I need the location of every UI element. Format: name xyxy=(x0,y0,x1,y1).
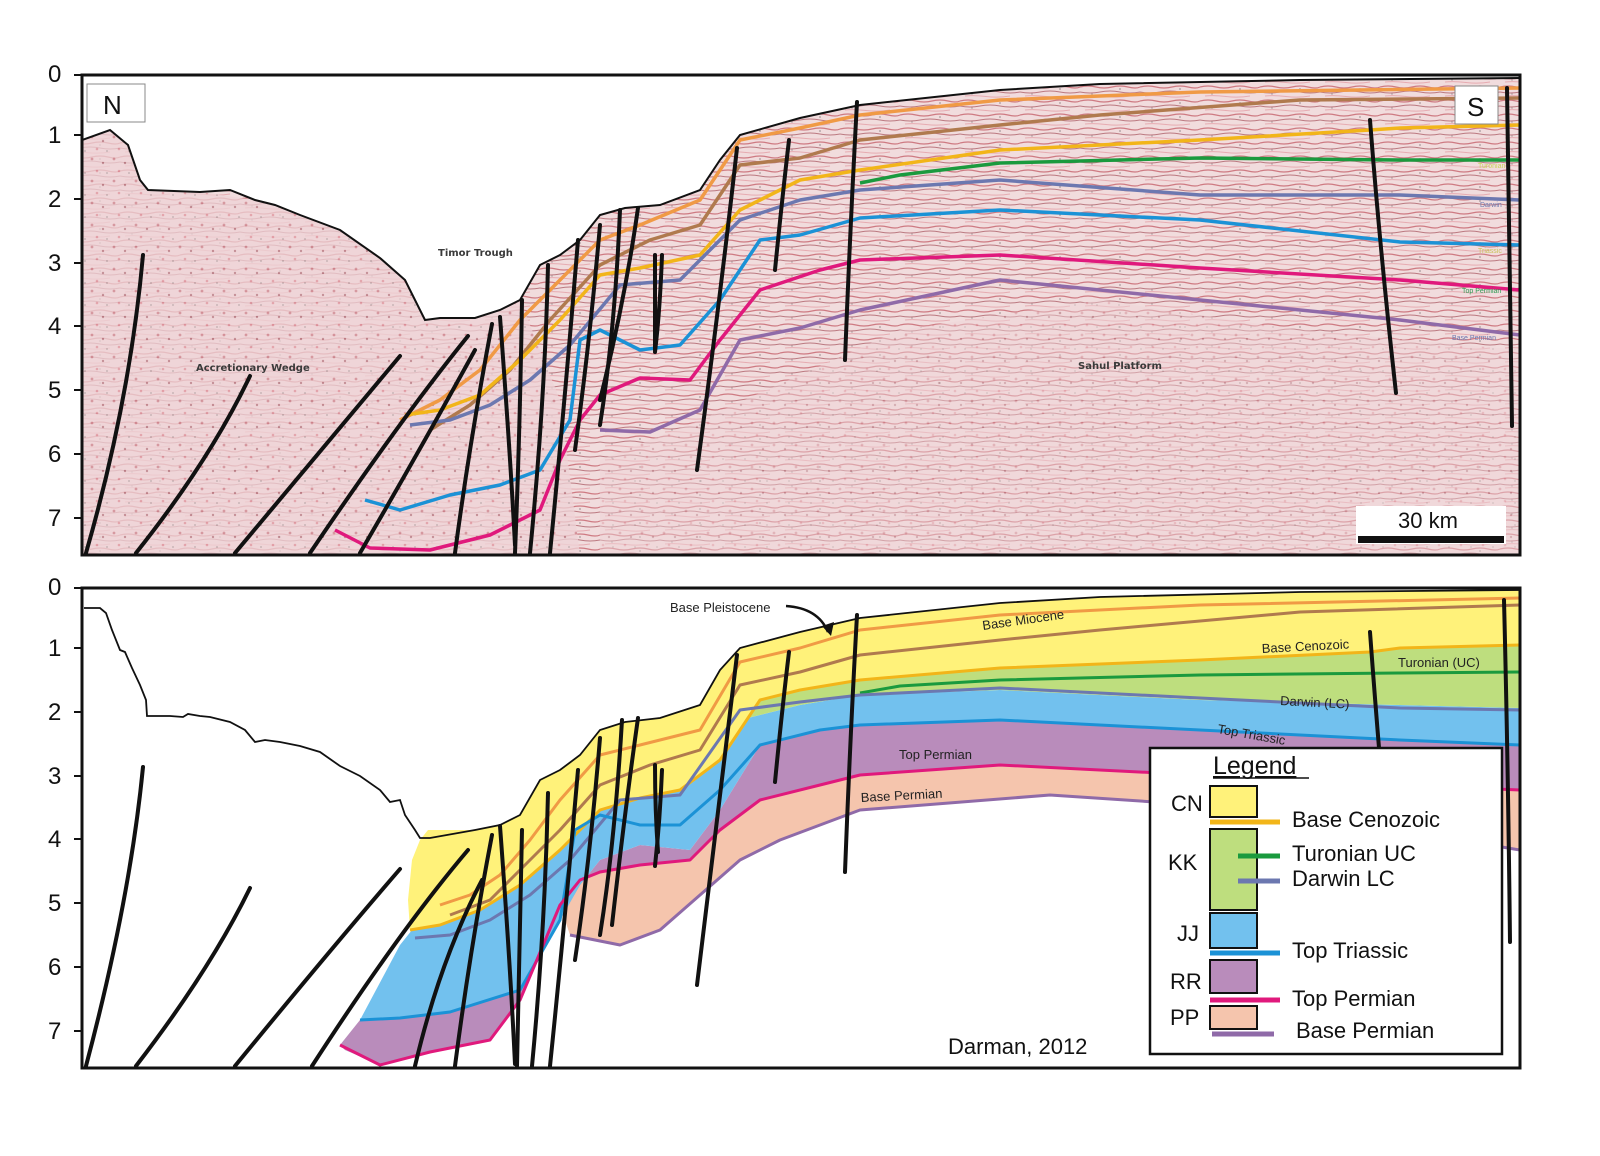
label-base-cenozoic: Base Cenozoic xyxy=(1261,636,1350,656)
edge-label-base-permian: Base Permian xyxy=(1452,335,1496,342)
tick-7: 7 xyxy=(48,1018,61,1045)
south-label: S xyxy=(1467,92,1484,122)
legend-title: Legend xyxy=(1213,752,1296,780)
tick-4: 4 xyxy=(48,826,61,853)
seismic-panel: 0 1 2 3 4 5 6 7 xyxy=(48,61,1522,557)
tick-7: 7 xyxy=(48,505,61,532)
figure-credit: Darman, 2012 xyxy=(948,1034,1087,1059)
legend-code-cn: CN xyxy=(1171,791,1203,816)
horizon-labels: Base Pleistocene Base Miocene Base Cenoz… xyxy=(670,600,1480,805)
label-sahul-platform: Sahul Platform xyxy=(1078,361,1162,372)
legend-swatch-rr xyxy=(1209,959,1258,994)
north-label: N xyxy=(103,90,122,120)
interpretation-frame xyxy=(80,586,1522,1070)
edge-label-triassic: Triassic xyxy=(1478,248,1502,255)
interpretation-faults xyxy=(84,598,1512,1068)
tick-0: 0 xyxy=(48,61,61,88)
tick-3: 3 xyxy=(48,250,61,277)
legend-code-pp: PP xyxy=(1170,1005,1199,1030)
horizon-top-triassic xyxy=(359,718,1520,1022)
legend-swatch-pp xyxy=(1209,1005,1258,1030)
tick-5: 5 xyxy=(48,890,61,917)
legend-swatch-jj xyxy=(1209,912,1258,949)
tick-0: 0 xyxy=(48,574,61,601)
edge-label-darwin: Darwin xyxy=(1480,202,1502,209)
tick-3: 3 xyxy=(48,763,61,790)
scale-bar-label: 30 km xyxy=(1398,508,1458,533)
tick-6: 6 xyxy=(48,954,61,981)
seis-horizon-top-triassic xyxy=(364,208,1520,512)
tick-2: 2 xyxy=(48,186,61,213)
seis-horizon-base-cenozoic xyxy=(404,123,1520,417)
label-timor-trough: Timor Trough xyxy=(438,248,513,259)
edge-label-top-permian: Top Permian xyxy=(1462,288,1501,295)
legend-label-darwin: Darwin LC xyxy=(1292,866,1395,891)
interpretation-panel: 0 1 2 3 4 5 6 7 xyxy=(48,574,1522,1070)
seafloor-line xyxy=(84,589,1520,839)
compass-north: N xyxy=(86,83,146,123)
horizon-turonian xyxy=(859,670,1520,695)
legend-code-rr: RR xyxy=(1170,969,1202,994)
seismic-edge-labels: Turonian Darwin Triassic Top Permian Bas… xyxy=(1452,163,1505,342)
seis-horizon-top-permian xyxy=(334,253,1520,552)
tick-5: 5 xyxy=(48,377,61,404)
legend-label-turonian: Turonian UC xyxy=(1292,841,1416,866)
seis-horizon-base-permian xyxy=(599,278,1520,434)
seis-horizon-darwin xyxy=(409,178,1520,427)
tick-1: 1 xyxy=(48,122,61,149)
arrowhead-icon xyxy=(822,622,834,636)
legend-label-top-triassic: Top Triassic xyxy=(1292,938,1408,963)
legend-label-base-permian: Base Permian xyxy=(1296,1018,1434,1043)
unit-jj xyxy=(360,690,1520,1020)
label-turonian: Turonian (UC) xyxy=(1398,655,1480,670)
label-accretionary-wedge: Accretionary Wedge xyxy=(196,363,310,374)
scale-bar: 30 km xyxy=(1356,506,1506,544)
label-base-pleistocene: Base Pleistocene xyxy=(670,600,770,615)
horizon-darwin xyxy=(414,686,1520,940)
tick-1: 1 xyxy=(48,635,61,662)
tick-2: 2 xyxy=(48,699,61,726)
seismic-y-axis: 0 1 2 3 4 5 6 7 xyxy=(48,61,82,532)
horizon-base-miocene xyxy=(449,603,1520,917)
legend-code-kk: KK xyxy=(1168,850,1198,875)
compass-south: S xyxy=(1454,85,1499,125)
tick-6: 6 xyxy=(48,441,61,468)
seis-horizon-turonian xyxy=(859,156,1520,185)
legend-label-top-permian: Top Permian xyxy=(1292,986,1416,1011)
legend-swatch-kk xyxy=(1209,828,1258,911)
legend: Legend CN KK JJ RR PP xyxy=(1148,746,1504,1056)
label-darwin: Darwin (LC) xyxy=(1280,693,1350,712)
edge-label-turonian: Turonian xyxy=(1478,163,1505,170)
seismic-frame xyxy=(80,73,1522,557)
label-base-permian: Base Permian xyxy=(860,786,942,805)
seismic-faults xyxy=(84,86,1514,555)
horizon-top-permian xyxy=(339,763,1520,1067)
label-top-permian: Top Permian xyxy=(899,747,972,762)
tick-4: 4 xyxy=(48,313,61,340)
interpretation-y-axis: 0 1 2 3 4 5 6 7 xyxy=(48,574,82,1045)
legend-label-base-cenozoic: Base Cenozoic xyxy=(1292,807,1440,832)
legend-swatch-cn xyxy=(1209,785,1258,818)
legend-code-jj: JJ xyxy=(1177,921,1199,946)
